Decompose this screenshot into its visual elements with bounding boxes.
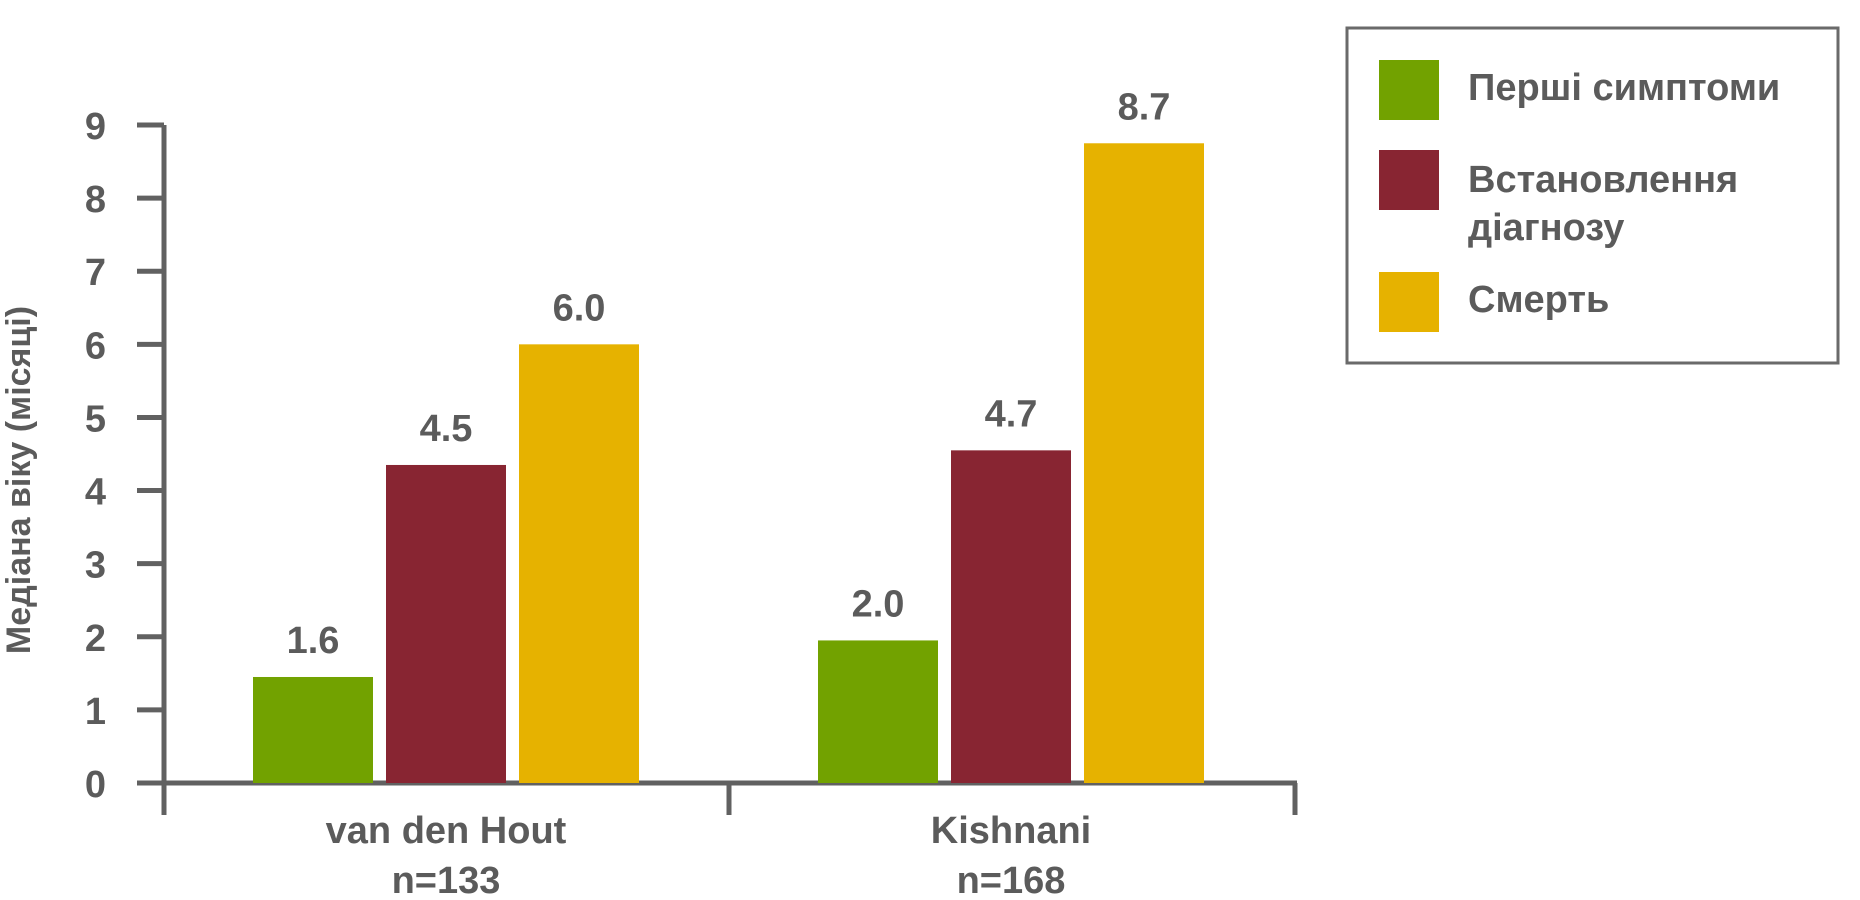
y-tick-label: 4 (85, 472, 106, 514)
y-tick-label: 8 (85, 179, 106, 221)
y-axis-title: Медіана віку (місяці) (0, 306, 38, 654)
category-label: van den Hout (326, 810, 567, 852)
legend: Перші симптоми Встановлення діагнозу Смерть (1345, 26, 1840, 365)
bar (951, 450, 1071, 783)
y-tick-label: 2 (85, 618, 106, 660)
y-tick-label: 6 (85, 325, 106, 367)
y-tick-label: 1 (85, 691, 106, 733)
data-label: 1.6 (287, 620, 340, 662)
data-label: 2.0 (852, 583, 905, 625)
bar (1084, 143, 1204, 783)
legend-swatch (1379, 272, 1439, 332)
bar (253, 676, 373, 783)
legend-swatch (1379, 60, 1439, 120)
legend-label: Перші симптоми (1468, 67, 1780, 109)
legend-label: Встановлення (1468, 159, 1738, 201)
bar (386, 464, 506, 783)
data-labels: 1.6 4.5 6.0 2.0 4.7 8.7 (287, 86, 1171, 662)
axes: 0 1 2 3 4 5 6 7 8 9 Медіана віку (місяці) van den H… (0, 106, 1298, 900)
y-tick-label: 5 (85, 398, 106, 440)
bar (519, 344, 639, 783)
legend-label: діагнозу (1468, 207, 1624, 249)
y-tick-label: 9 (85, 106, 106, 148)
legend-swatch (1379, 150, 1439, 210)
category-sample-size: n=133 (392, 860, 501, 900)
y-tick-label: 7 (85, 252, 106, 294)
category-label: Kishnani (931, 810, 1091, 852)
bar (818, 640, 938, 783)
y-tick-label: 0 (85, 764, 106, 806)
data-label: 4.7 (985, 393, 1038, 435)
data-label: 4.5 (420, 408, 473, 450)
y-tick-label: 3 (85, 545, 106, 587)
legend-label: Смерть (1468, 279, 1609, 321)
bars (253, 143, 1204, 783)
data-label: 8.7 (1118, 86, 1171, 128)
category-sample-size: n=168 (957, 860, 1066, 900)
data-label: 6.0 (553, 287, 606, 329)
